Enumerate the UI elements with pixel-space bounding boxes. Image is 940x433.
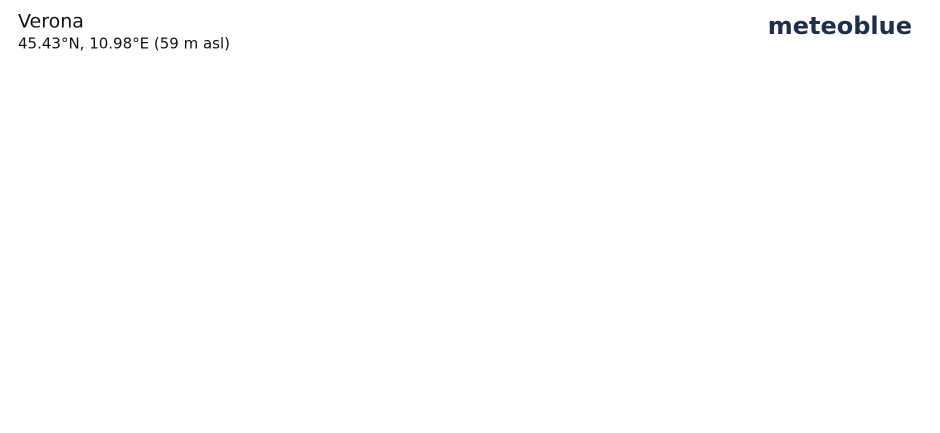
subtitle: 45.43°N, 10.98°E (59 m asl): [18, 35, 230, 53]
title: Verona: [18, 11, 84, 33]
logo: meteoblue: [768, 12, 912, 40]
